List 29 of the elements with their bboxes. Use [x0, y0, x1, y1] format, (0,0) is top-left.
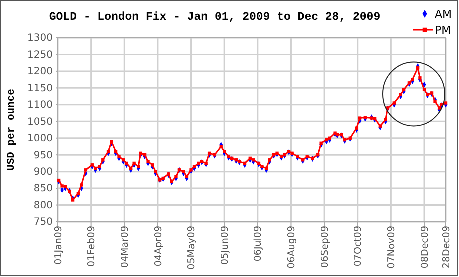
x-tick-label: 06Sep09: [320, 226, 331, 268]
y-tick-label: 1250: [28, 50, 53, 61]
y-tick-label: 850: [34, 184, 53, 195]
y-tick-label: 1300: [28, 33, 53, 44]
y-axis-title: USD per ounce: [6, 89, 18, 171]
x-tick-label: 07Nov09: [386, 226, 398, 269]
y-tick-label: 950: [34, 150, 53, 162]
x-tick-label: 04Apr09: [153, 226, 164, 267]
y-tick-label: 800: [34, 200, 53, 212]
y-tick-label: 1000: [28, 134, 53, 145]
y-tick-label: 1200: [28, 66, 53, 78]
x-tick-label: 28Dec09: [441, 226, 452, 269]
x-tick-label: 05May09: [186, 226, 198, 270]
y-tick-label: 750: [34, 217, 53, 228]
x-tick-label: 01Jan09: [53, 226, 64, 265]
x-tick-label: 08Dec09: [420, 226, 431, 269]
y-tick-label: 1050: [28, 116, 53, 128]
x-tick-label: 07Oct09: [353, 226, 364, 267]
y-tick-label: 900: [34, 167, 53, 178]
y-tick-label: 1100: [28, 100, 53, 112]
x-tick-label: 01Feb09: [86, 226, 98, 267]
x-tick-label: 04Mar09: [120, 226, 131, 268]
legend-label: PM: [435, 24, 452, 37]
x-tick-label: 05Jun09: [220, 226, 231, 266]
x-tick-label: 06Jul09: [253, 226, 264, 262]
chart-title: GOLD - London Fix - Jan 01, 2009 to Dec 28, 2009: [49, 11, 381, 24]
x-tick-label: 06Aug09: [286, 226, 298, 269]
y-tick-label: 1150: [28, 83, 53, 94]
legend-label: AM: [435, 8, 452, 21]
